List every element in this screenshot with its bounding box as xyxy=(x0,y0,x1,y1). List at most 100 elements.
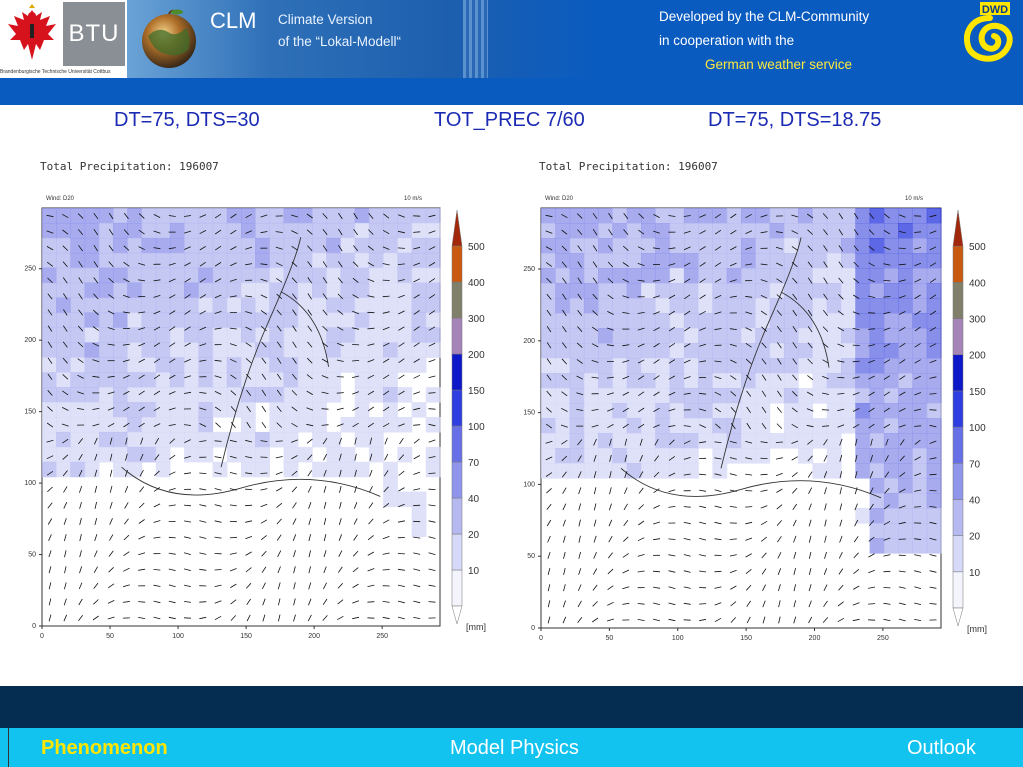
legend-bottom-arrow xyxy=(451,605,463,625)
x-tick-label: 100 xyxy=(672,635,684,642)
precip-cell xyxy=(641,343,656,359)
precip-cell xyxy=(155,222,171,239)
precip-cell xyxy=(626,238,642,254)
precip-cell xyxy=(397,312,413,328)
precip-cell xyxy=(198,327,214,343)
nav-model-physics[interactable]: Model Physics xyxy=(450,737,579,759)
wind-arrow xyxy=(48,566,52,574)
wind-arrow xyxy=(261,373,267,380)
wind-arrow xyxy=(382,569,390,571)
precip-cell xyxy=(283,222,299,239)
wind-arrow xyxy=(397,600,405,604)
precip-cell xyxy=(583,448,599,464)
wind-arrow xyxy=(276,518,282,525)
precip-cell xyxy=(113,282,128,299)
wind-arrow xyxy=(214,245,222,251)
wind-arrow xyxy=(382,616,390,620)
precip-cell xyxy=(283,297,299,314)
precip-cell xyxy=(312,431,327,448)
precip-cell xyxy=(411,402,427,418)
wind-arrow xyxy=(745,230,753,234)
wind-arrow xyxy=(230,615,236,621)
wind-arrow xyxy=(577,229,583,236)
nav-phenomenon[interactable]: Phenomenon xyxy=(41,737,168,759)
precip-cell xyxy=(869,313,885,329)
wind-arrow xyxy=(637,537,645,542)
wind-arrow xyxy=(109,469,113,477)
wind-arrow xyxy=(609,487,612,495)
precip-cell xyxy=(297,237,313,254)
precip-cell xyxy=(397,208,413,224)
wind-arrow xyxy=(93,244,99,252)
wind-arrow xyxy=(808,519,812,527)
wind-arrow xyxy=(276,389,282,396)
precip-cell xyxy=(212,327,228,343)
wind-arrow xyxy=(397,263,405,265)
wind-arrow xyxy=(336,407,344,411)
precip-cell xyxy=(397,237,413,254)
precip-cell xyxy=(212,252,228,269)
wind-arrow xyxy=(730,246,737,251)
wind-arrow xyxy=(545,214,553,218)
wind-arrow xyxy=(593,552,597,559)
wind-arrow xyxy=(168,247,176,250)
wind-arrow xyxy=(94,437,98,445)
wind-arrow xyxy=(62,261,68,268)
precip-cell xyxy=(113,252,128,269)
nav-outlook[interactable]: Outlook xyxy=(907,737,976,759)
precip-cell xyxy=(812,253,828,269)
wind-arrow xyxy=(138,327,146,330)
wind-arrow xyxy=(123,534,130,541)
wind-arrow xyxy=(92,359,100,363)
precip-cell xyxy=(926,433,942,449)
wind-arrow xyxy=(184,520,192,523)
wind-arrow xyxy=(929,230,937,234)
wind-arrow xyxy=(868,278,875,283)
wind-arrow xyxy=(184,375,192,379)
wind-arrow xyxy=(338,212,343,220)
y-tick-label: 200 xyxy=(523,338,535,345)
wind-arrow xyxy=(428,601,436,603)
wind-arrow xyxy=(792,342,798,349)
precip-cell xyxy=(198,312,214,328)
precip-cell xyxy=(669,298,685,314)
precip-cell xyxy=(883,283,899,299)
precip-cell xyxy=(56,237,71,254)
wind-arrow xyxy=(852,602,860,606)
wind-arrow xyxy=(870,454,873,462)
precip-cell xyxy=(141,252,157,269)
precip-cell xyxy=(798,223,813,239)
precip-cell xyxy=(669,403,685,419)
precip-cell xyxy=(127,342,143,358)
wind-arrow xyxy=(577,600,582,608)
precip-cell xyxy=(683,313,699,329)
precip-cell xyxy=(612,238,628,254)
precip-cell xyxy=(812,328,828,344)
precip-cell xyxy=(655,268,671,284)
wind-arrow xyxy=(168,262,176,266)
precip-cell xyxy=(255,267,270,284)
precip-cell xyxy=(626,253,642,269)
wind-arrow xyxy=(46,439,54,443)
wind-arrow xyxy=(855,454,858,462)
wind-arrow xyxy=(852,392,860,396)
precip-cell xyxy=(726,373,742,389)
wind-arrow xyxy=(293,598,296,606)
precip-cell xyxy=(869,223,885,239)
precip-cell xyxy=(669,253,685,269)
precip-cell xyxy=(70,461,86,478)
wind-arrow xyxy=(229,472,237,475)
wind-arrow xyxy=(898,424,906,428)
wind-arrow xyxy=(62,277,68,284)
precip-cell xyxy=(368,297,384,314)
precip-cell xyxy=(626,283,642,299)
wind-arrow xyxy=(291,390,298,396)
precip-cell xyxy=(411,491,427,508)
wind-arrow xyxy=(123,551,130,557)
precip-cell xyxy=(641,403,656,419)
wind-arrow xyxy=(367,584,375,587)
wind-arrow xyxy=(791,407,798,413)
wind-arrow xyxy=(428,214,436,218)
wind-arrow xyxy=(546,309,552,317)
wind-arrow xyxy=(577,261,582,268)
